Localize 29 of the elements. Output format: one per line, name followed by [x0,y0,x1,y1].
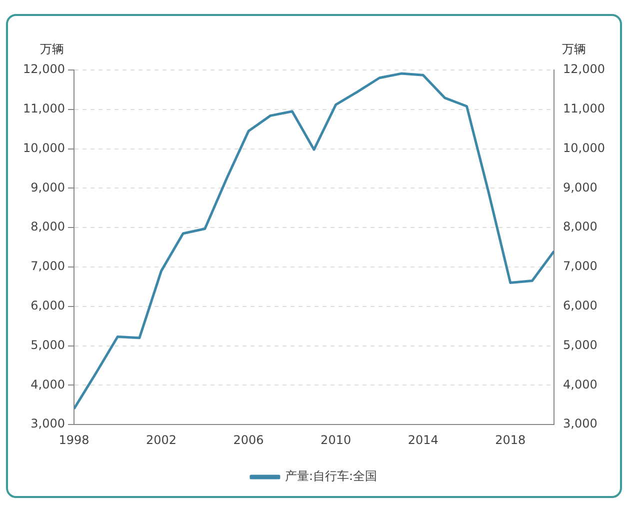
y2-axis-title: 万辆 [562,42,586,56]
x-tick-label: 2018 [495,432,526,447]
legend-label: 产量:自行车:全国 [284,469,378,484]
y2-tick-label: 8,000 [563,220,598,234]
y-tick-label: 8,000 [30,220,65,234]
y2-tick-label: 4,000 [563,377,598,392]
y-tick-label: 3,000 [30,416,65,431]
y2-tick-label: 3,000 [563,416,598,431]
y-axis-title: 万辆 [40,42,64,56]
y-tick-label: 7,000 [30,259,65,274]
y-tick-label: 4,000 [30,377,65,392]
x-tick-label: 1998 [58,432,90,447]
y-tick-label: 11,000 [22,102,65,116]
x-tick-label: 2002 [146,432,177,447]
x-tick-label: 2006 [233,432,264,447]
y2-tick-label: 5,000 [563,338,598,352]
y-tick-label: 6,000 [30,298,65,313]
y2-tick-label: 7,000 [563,259,598,274]
y2-tick-label: 6,000 [563,298,598,313]
y2-tick-label: 10,000 [563,140,606,155]
x-tick-label: 2014 [408,432,438,447]
y-tick-label: 10,000 [22,140,65,155]
y2-tick-label: 9,000 [563,180,598,194]
y-tick-label: 9,000 [30,180,65,194]
y2-tick-label: 12,000 [563,62,606,76]
y-tick-label: 5,000 [30,338,65,352]
x-tick-label: 2010 [320,432,352,447]
y-tick-label: 12,000 [22,62,65,76]
y2-tick-label: 11,000 [563,102,606,116]
